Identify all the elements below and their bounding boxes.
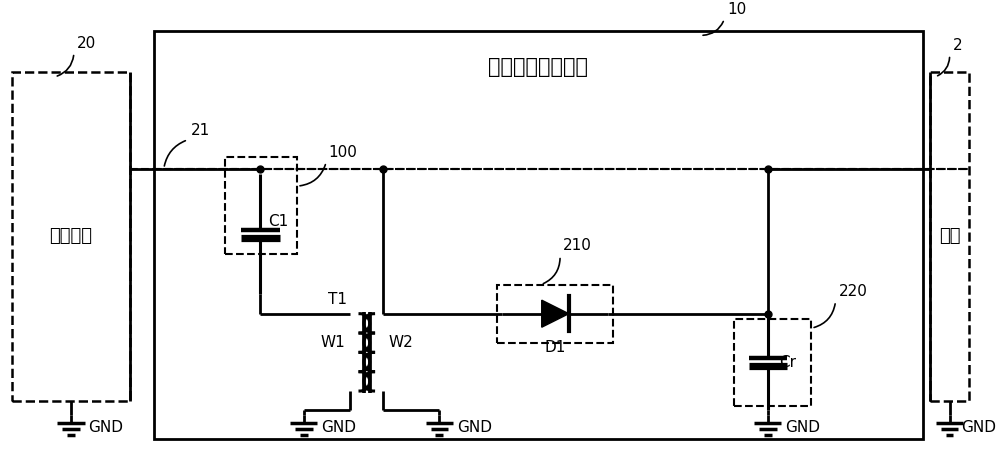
- Text: 21: 21: [191, 123, 210, 138]
- Text: 谐波能量回收电路: 谐波能量回收电路: [488, 57, 588, 77]
- Text: 2: 2: [952, 38, 962, 53]
- Text: 100: 100: [328, 145, 357, 160]
- Bar: [497, 285, 613, 343]
- Text: 10: 10: [727, 2, 747, 17]
- Polygon shape: [542, 300, 569, 327]
- Text: 负载: 负载: [939, 227, 960, 245]
- Text: W2: W2: [388, 335, 413, 350]
- Text: D1: D1: [545, 340, 566, 355]
- Text: GND: GND: [321, 420, 356, 435]
- Bar: [930, 72, 969, 401]
- Bar: [225, 157, 297, 254]
- Text: GND: GND: [457, 420, 492, 435]
- Bar: [12, 72, 130, 401]
- Text: Cr: Cr: [779, 354, 796, 370]
- Text: GND: GND: [88, 420, 123, 435]
- Text: 20: 20: [77, 36, 96, 51]
- Text: 220: 220: [838, 284, 867, 299]
- Bar: [154, 31, 923, 439]
- Text: 射频电源: 射频电源: [50, 227, 93, 245]
- Text: GND: GND: [785, 420, 820, 435]
- Text: GND: GND: [961, 420, 996, 435]
- Text: 210: 210: [563, 238, 592, 253]
- Text: C1: C1: [268, 214, 288, 229]
- Text: W1: W1: [321, 335, 345, 350]
- Text: T1: T1: [328, 292, 347, 307]
- Bar: [734, 318, 811, 406]
